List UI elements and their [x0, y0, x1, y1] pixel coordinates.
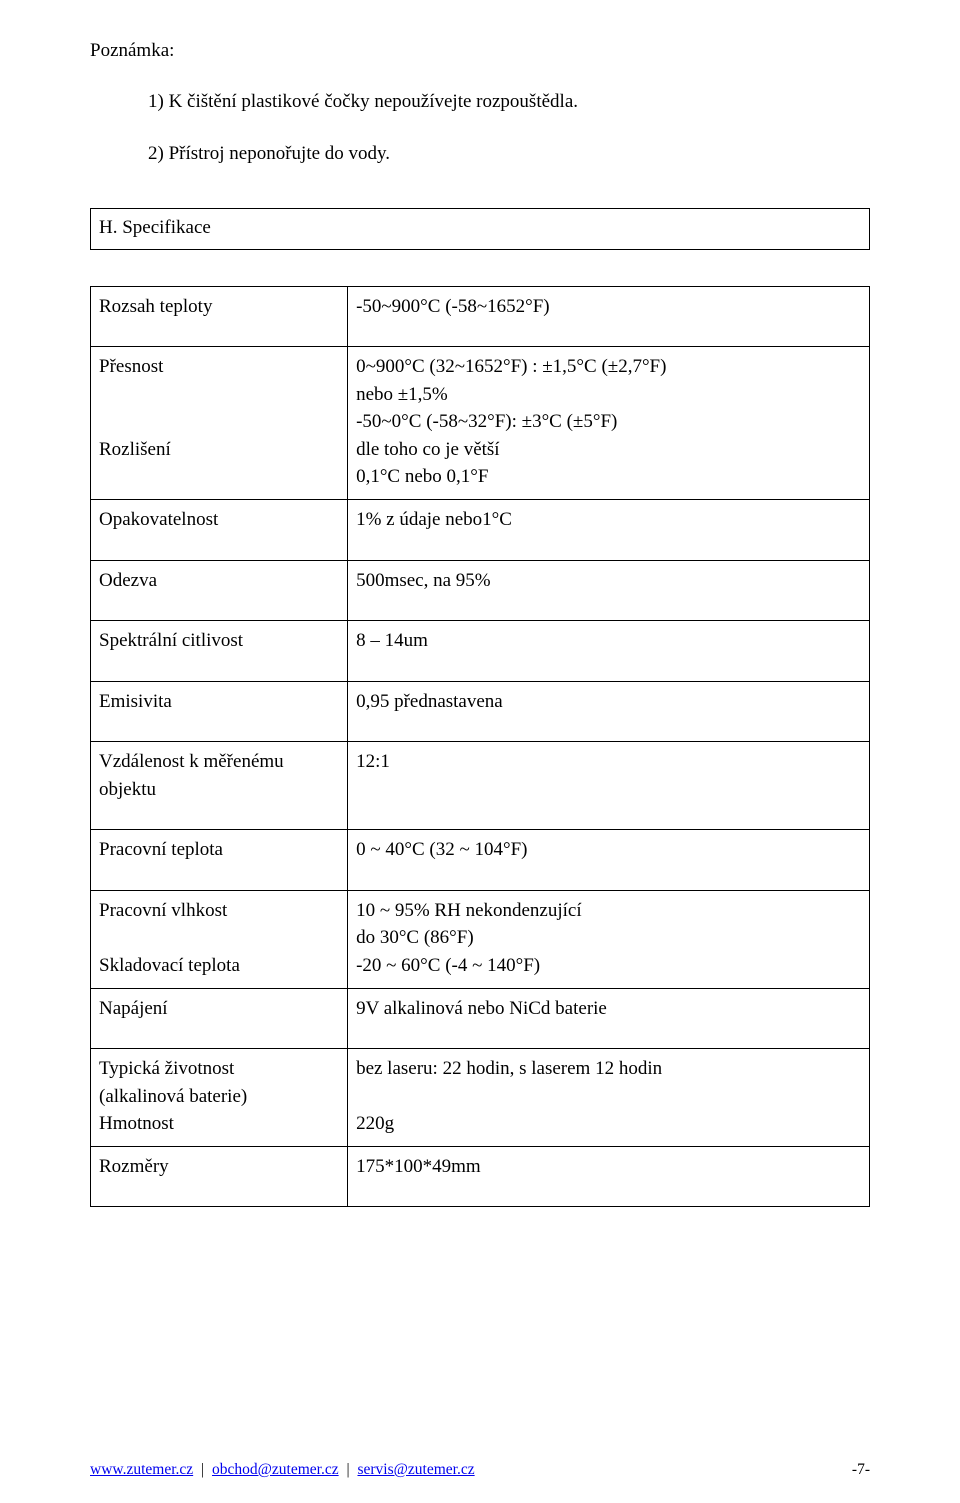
spec-label-cell: Vzdálenost k měřenémuobjektu — [91, 742, 348, 830]
footer-link-sales[interactable]: obchod@zutemer.cz — [212, 1461, 339, 1478]
spec-value-cell: 0,95 přednastavena — [348, 681, 870, 742]
spec-table-body: Rozsah teploty-50~900°C (-58~1652°F)Přes… — [91, 286, 870, 1206]
spec-value-cell: 12:1 — [348, 742, 870, 830]
section-heading: H. Specifikace — [99, 213, 861, 242]
spec-label-cell: Typická životnost(alkalinová baterie)Hmo… — [91, 1049, 348, 1147]
note-item-1: 1) K čištění plastikové čočky nepoužívej… — [90, 87, 870, 116]
footer-page-number: -7- — [852, 1461, 870, 1479]
table-row: Pracovní vlhkostSkladovací teplota10 ~ 9… — [91, 890, 870, 988]
table-row: Vzdálenost k měřenémuobjektu12:1 — [91, 742, 870, 830]
spec-label-cell: Spektrální citlivost — [91, 621, 348, 682]
footer-link-service[interactable]: servis@zutemer.cz — [357, 1461, 474, 1478]
note-item-1-text: 1) K čištění plastikové čočky nepoužívej… — [148, 87, 870, 116]
note-block: Poznámka: — [90, 36, 870, 65]
spec-value-cell: 1% z údaje nebo1°C — [348, 500, 870, 561]
spec-label-cell: PřesnostRozlišení — [91, 347, 348, 500]
spec-table: Rozsah teploty-50~900°C (-58~1652°F)Přes… — [90, 286, 870, 1207]
spec-value-cell: bez laseru: 22 hodin, s laserem 12 hodin… — [348, 1049, 870, 1147]
spec-value-cell: 500msec, na 95% — [348, 560, 870, 621]
footer-sep-2: | — [343, 1461, 354, 1478]
spec-value-cell: -50~900°C (-58~1652°F) — [348, 286, 870, 347]
table-row: Emisivita0,95 přednastavena — [91, 681, 870, 742]
note-item-2: 2) Přístroj neponořujte do vody. — [90, 139, 870, 168]
spec-value-cell: 0~900°C (32~1652°F) : ±1,5°C (±2,7°F)neb… — [348, 347, 870, 500]
spec-label-cell: Napájení — [91, 988, 348, 1049]
spec-label-cell: Odezva — [91, 560, 348, 621]
spec-label-cell: Rozsah teploty — [91, 286, 348, 347]
spec-value-cell: 0 ~ 40°C (32 ~ 104°F) — [348, 830, 870, 891]
table-row: Spektrální citlivost8 – 14um — [91, 621, 870, 682]
table-row: Napájení9V alkalinová nebo NiCd baterie — [91, 988, 870, 1049]
table-row: Typická životnost(alkalinová baterie)Hmo… — [91, 1049, 870, 1147]
table-row: Rozměry175*100*49mm — [91, 1146, 870, 1207]
spec-label-cell: Opakovatelnost — [91, 500, 348, 561]
spec-value-cell: 9V alkalinová nebo NiCd baterie — [348, 988, 870, 1049]
table-row: PřesnostRozlišení0~900°C (32~1652°F) : ±… — [91, 347, 870, 500]
footer-links: www.zutemer.cz | obchod@zutemer.cz | ser… — [90, 1461, 475, 1479]
note-item-2-text: 2) Přístroj neponořujte do vody. — [148, 139, 870, 168]
spec-value-cell: 10 ~ 95% RH nekondenzujícído 30°C (86°F)… — [348, 890, 870, 988]
section-heading-box: H. Specifikace — [90, 208, 870, 249]
footer-sep-1: | — [197, 1461, 208, 1478]
table-row: Opakovatelnost1% z údaje nebo1°C — [91, 500, 870, 561]
note-heading: Poznámka: — [90, 36, 870, 65]
spec-value-cell: 8 – 14um — [348, 621, 870, 682]
spec-value-cell: 175*100*49mm — [348, 1146, 870, 1207]
spec-label-cell: Emisivita — [91, 681, 348, 742]
footer-link-site[interactable]: www.zutemer.cz — [90, 1461, 193, 1478]
table-row: Pracovní teplota0 ~ 40°C (32 ~ 104°F) — [91, 830, 870, 891]
spec-label-cell: Pracovní teplota — [91, 830, 348, 891]
spec-label-cell: Rozměry — [91, 1146, 348, 1207]
page-footer: www.zutemer.cz | obchod@zutemer.cz | ser… — [90, 1461, 870, 1479]
table-row: Odezva500msec, na 95% — [91, 560, 870, 621]
document-page: Poznámka: 1) K čištění plastikové čočky … — [0, 0, 960, 1503]
table-row: Rozsah teploty-50~900°C (-58~1652°F) — [91, 286, 870, 347]
spec-label-cell: Pracovní vlhkostSkladovací teplota — [91, 890, 348, 988]
